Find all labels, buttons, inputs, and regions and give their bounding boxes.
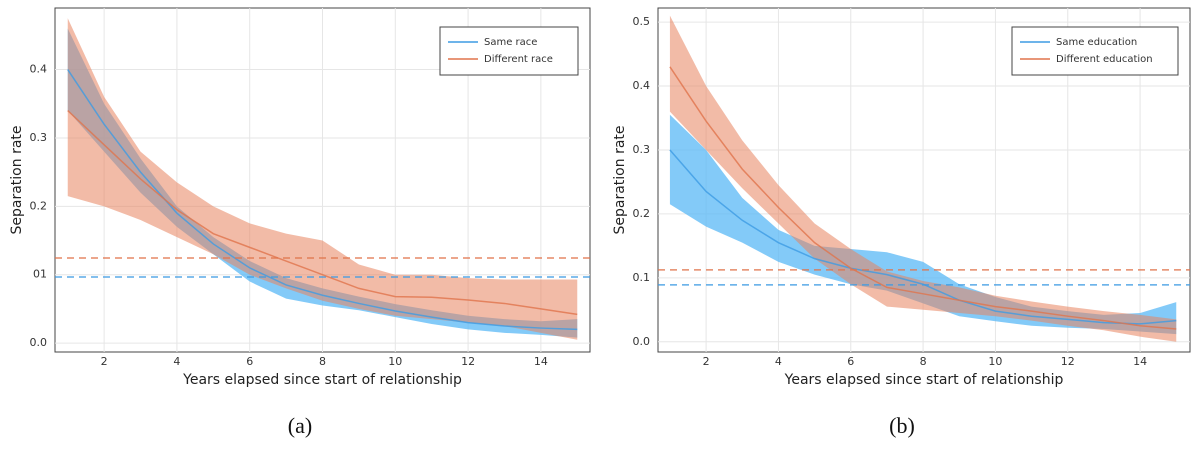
y-tick-label: 0.2: [633, 207, 651, 220]
y-tick-label: 0.2: [30, 199, 48, 212]
x-tick-label: 14: [1133, 355, 1147, 368]
caption: (a): [288, 413, 312, 438]
caption: (b): [889, 413, 915, 438]
y-tick-label: 0.4: [633, 79, 651, 92]
x-tick-label: 4: [775, 355, 782, 368]
legend-label: Different education: [1056, 54, 1153, 65]
y-tick-label: 0.3: [633, 143, 651, 156]
x-tick-label: 6: [246, 355, 253, 368]
y-axis-label: Separation rate: [9, 125, 25, 234]
y-tick-label: 0.0: [30, 336, 48, 349]
y-tick-label: 0.0: [633, 335, 651, 348]
y-axis-label: Separation rate: [612, 125, 628, 234]
x-tick-label: 6: [847, 355, 854, 368]
plot-frame: [657, 7, 1191, 353]
y-tick-label: 0.4: [30, 63, 48, 76]
x-tick-label: 4: [173, 355, 180, 368]
x-tick-label: 2: [703, 355, 710, 368]
legend-label: Same race: [484, 37, 537, 48]
y-tick-label: 01: [33, 268, 47, 281]
x-tick-label: 2: [101, 355, 108, 368]
y-tick-label: 0.5: [633, 15, 651, 28]
x-tick-label: 10: [388, 355, 402, 368]
legend-box: [439, 26, 579, 76]
x-tick-label: 14: [534, 355, 548, 368]
x-tick-label: 12: [1061, 355, 1075, 368]
series-line: [67, 110, 578, 316]
x-axis-label: Years elapsed since start of relationshi…: [182, 372, 462, 388]
x-tick-label: 12: [461, 355, 475, 368]
series-line: [669, 66, 1177, 330]
confidence-band: [669, 15, 1177, 342]
x-axis-label: Years elapsed since start of relationshi…: [784, 372, 1064, 388]
y-tick-label: 0.1: [633, 271, 651, 284]
y-tick-label: 0.3: [30, 131, 48, 144]
series-line: [67, 69, 578, 331]
legend-box: [1011, 26, 1179, 76]
x-tick-label: 8: [920, 355, 927, 368]
legend-label: Same education: [1056, 37, 1137, 48]
legend-label: Different race: [484, 54, 553, 65]
x-tick-label: 8: [319, 355, 326, 368]
x-tick-label: 10: [988, 355, 1002, 368]
